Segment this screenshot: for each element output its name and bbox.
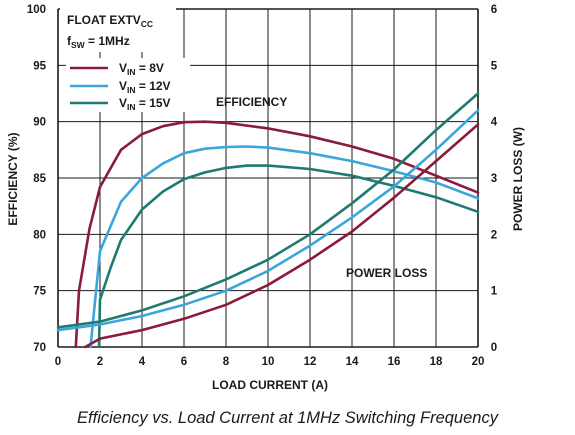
series-line-efficiency — [74, 120, 480, 349]
x-tick-label: 8 — [223, 356, 230, 368]
y-tick-label: 95 — [33, 60, 46, 72]
series-line-power_loss — [84, 123, 480, 349]
efficiency-chart: 0 2 4 6 8 10 12 14 16 18 207075808590951000123456 … — [6, 4, 525, 392]
efficiency-annotation: EFFICIENCY — [216, 95, 287, 109]
legend-label-15v: VIN = 15V — [119, 96, 171, 112]
y2-axis-label: POWER LOSS (W) — [511, 127, 525, 231]
series-layer — [56, 92, 480, 349]
y-axis-label: EFFICIENCY (%) — [6, 132, 20, 225]
y-tick-label: 85 — [33, 173, 46, 185]
conditions-line-1: FLOAT EXTVCC — [67, 13, 153, 29]
x-tick-label: 0 — [55, 356, 61, 368]
legend: VIN = 8V VIN = 12V VIN = 15V — [66, 58, 190, 112]
y2-tick-label: 4 — [491, 117, 498, 129]
x-tick-label: 12 — [304, 356, 317, 368]
x-tick-label: 20 — [472, 356, 485, 368]
conditions-line-2: fSW = 1MHz — [67, 34, 130, 50]
y2-tick-label: 3 — [491, 173, 497, 185]
y-tick-label: 70 — [33, 342, 46, 354]
x-tick-label: 18 — [430, 356, 443, 368]
y2-tick-label: 2 — [491, 229, 497, 241]
x-tick-label: 2 — [97, 356, 103, 368]
series-line-power_loss — [56, 109, 480, 332]
power-loss-annotation: POWER LOSS — [346, 266, 427, 280]
legend-label-8v: VIN = 8V — [119, 61, 164, 77]
y2-tick-label: 6 — [491, 4, 497, 16]
x-tick-label: 4 — [139, 356, 146, 368]
grid — [57, 8, 479, 348]
y2-tick-label: 1 — [491, 286, 498, 298]
y2-tick-label: 0 — [491, 342, 497, 354]
legend-label-12v: VIN = 12V — [119, 79, 171, 95]
y-tick-label: 80 — [33, 229, 46, 241]
series-line-efficiency — [89, 145, 480, 349]
x-tick-label: 6 — [181, 356, 187, 368]
conditions-box-bg — [60, 8, 176, 52]
y2-tick-label: 5 — [491, 60, 498, 72]
figure-caption: Efficiency vs. Load Current at 1MHz Swit… — [77, 409, 498, 427]
series-line-efficiency — [97, 164, 480, 349]
y-tick-label: 90 — [33, 117, 46, 129]
x-tick-label: 14 — [346, 356, 359, 368]
x-axis-label: LOAD CURRENT (A) — [212, 378, 328, 392]
y-tick-label: 100 — [27, 4, 46, 16]
y-tick-label: 75 — [33, 286, 46, 298]
series-line-power_loss — [56, 92, 480, 329]
x-tick-label: 16 — [388, 356, 401, 368]
x-tick-label: 10 — [262, 356, 275, 368]
